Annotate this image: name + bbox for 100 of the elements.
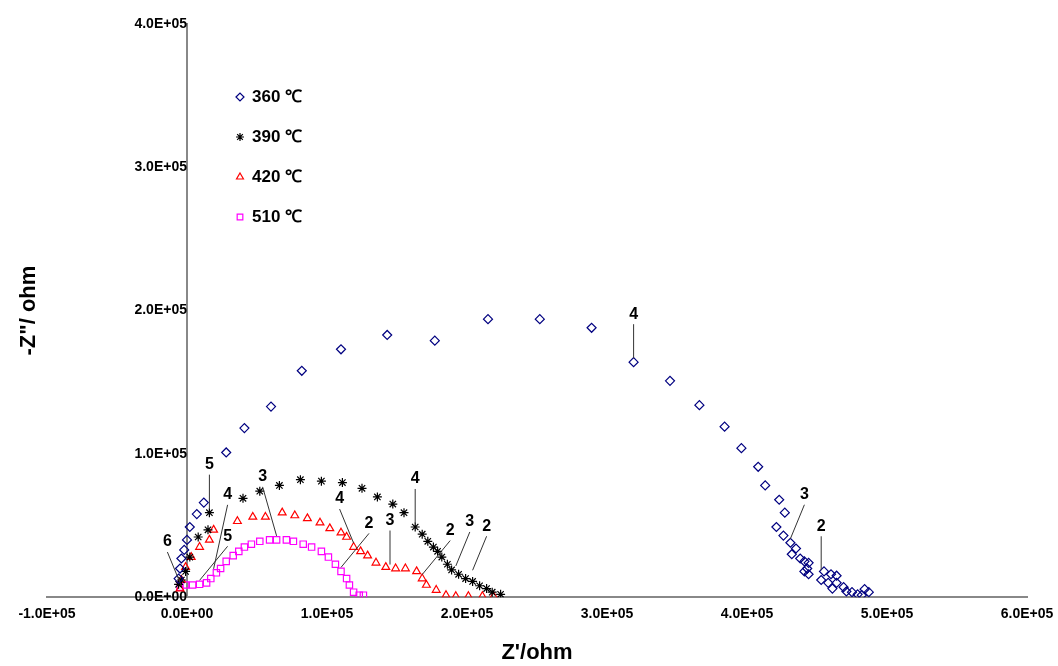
point [331, 560, 340, 569]
point [859, 584, 870, 595]
y-tick-label: 2.0E+05 [134, 301, 188, 318]
point [345, 581, 354, 589]
point [387, 498, 398, 510]
point [296, 365, 307, 376]
annotation: 5 [223, 526, 233, 544]
y-tick-label: 1.0E+05 [134, 444, 188, 461]
point [274, 480, 285, 491]
point [460, 573, 471, 584]
point [400, 563, 410, 572]
point [816, 574, 827, 586]
point [324, 553, 333, 561]
point [295, 474, 306, 485]
point [417, 529, 428, 540]
point [856, 590, 867, 598]
point [221, 447, 232, 458]
point [337, 477, 348, 488]
point [282, 536, 291, 544]
point [719, 421, 730, 432]
point [247, 540, 256, 548]
point [176, 553, 187, 564]
legend-label: 390 ℃ [252, 126, 303, 146]
point [831, 577, 842, 588]
point [232, 516, 242, 525]
point [188, 581, 197, 589]
point [356, 483, 368, 494]
point [421, 579, 431, 588]
point [586, 322, 597, 333]
point [237, 493, 249, 504]
point [239, 423, 250, 434]
point [212, 569, 221, 577]
point [534, 314, 545, 325]
x-tick-label: 1.0E+05 [300, 605, 354, 622]
point [398, 507, 410, 518]
point [204, 507, 215, 518]
point [482, 314, 494, 325]
point [428, 541, 439, 553]
point [195, 541, 205, 550]
point [207, 574, 215, 583]
point [429, 335, 440, 346]
annotation: 4 [335, 489, 345, 507]
point [838, 582, 849, 593]
point [216, 564, 225, 573]
point [785, 537, 796, 548]
point [771, 521, 782, 533]
point [694, 400, 705, 411]
point [495, 589, 506, 598]
annotation: 2 [445, 520, 455, 538]
point [316, 476, 327, 487]
annotation: 3 [258, 467, 268, 485]
point [467, 576, 478, 587]
point [349, 541, 359, 550]
point [342, 574, 351, 583]
annotation: 6 [162, 532, 172, 550]
point [436, 551, 447, 563]
annotation: 5 [204, 455, 214, 473]
point [209, 524, 219, 533]
annotation: 3 [799, 485, 809, 503]
point [825, 569, 837, 580]
annotation: 2 [364, 513, 374, 531]
point [823, 577, 834, 588]
point [441, 590, 451, 598]
x-tick-label: 3.0E+05 [580, 605, 634, 622]
point [260, 511, 270, 520]
point [235, 547, 243, 556]
point [204, 534, 214, 543]
x-tick-label: 6.0E+05 [1000, 605, 1054, 622]
point [335, 344, 347, 355]
point [277, 507, 287, 516]
point [852, 589, 863, 598]
point [799, 556, 810, 567]
point [342, 531, 352, 540]
point [355, 591, 363, 598]
x-tick-label: -1.0E+05 [18, 605, 76, 622]
point [317, 547, 326, 556]
point [795, 553, 806, 564]
x-tick-label: 4.0E+05 [720, 605, 774, 622]
point [289, 537, 298, 546]
point [474, 580, 485, 591]
y-tick-label: 0.0E+00 [134, 588, 188, 605]
point [222, 557, 230, 566]
point [417, 573, 427, 582]
point [442, 559, 453, 570]
point [181, 534, 193, 545]
point [265, 401, 277, 412]
point [818, 566, 830, 577]
annotation: 2 [482, 516, 492, 534]
point [299, 540, 307, 548]
annotation: 3 [385, 510, 395, 528]
point [191, 508, 202, 520]
point [202, 579, 211, 587]
annotation: 4 [629, 304, 639, 322]
x-tick-label: 5.0E+05 [860, 605, 914, 622]
point [229, 551, 237, 560]
y-tick-label: 4.0E+05 [134, 14, 188, 31]
point [337, 567, 345, 576]
y-axis-title: -Z"/ ohm [15, 265, 41, 356]
point [202, 524, 214, 535]
point [349, 588, 358, 596]
